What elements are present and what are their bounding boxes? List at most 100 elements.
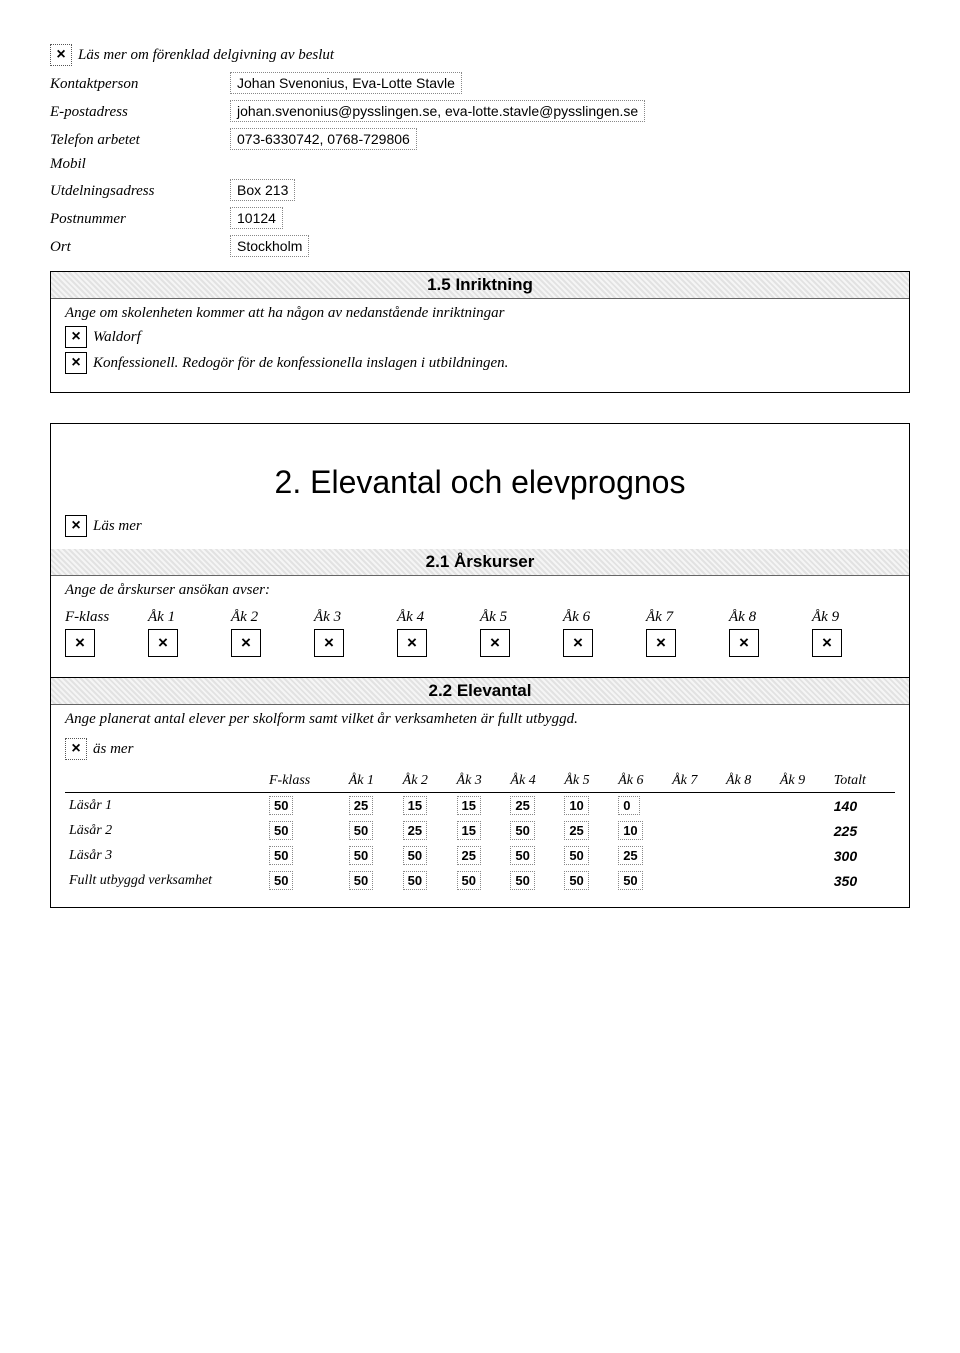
table-cell (776, 793, 830, 819)
cell-value[interactable]: 25 (403, 821, 427, 840)
lasmer-s2: × Läs mer (65, 515, 895, 537)
epost-value[interactable]: johan.svenonius@pysslingen.se, eva-lotte… (230, 100, 645, 122)
cell-value[interactable]: 50 (349, 846, 373, 865)
section-2-outer: 2. Elevantal och elevprognos × Läs mer 2… (50, 423, 910, 908)
field-kontaktperson: Kontaktperson Johan Svenonius, Eva-Lotte… (50, 72, 910, 94)
section-1-5-header: 1.5 Inriktning (51, 272, 909, 299)
table-cell: 15 (399, 793, 453, 819)
row-label: Läsår 2 (65, 818, 265, 843)
lasmer-delgivning: × Läs mer om förenklad delgivning av bes… (50, 44, 910, 66)
table-cell: 25 (345, 793, 399, 819)
table-row: Läsår 350505025505025300 (65, 843, 895, 868)
table-cell: 50 (345, 818, 399, 843)
top-block: × Läs mer om förenklad delgivning av bes… (50, 44, 910, 257)
cell-value[interactable]: 10 (564, 796, 588, 815)
row-total: 140 (830, 793, 895, 819)
telefon-label: Telefon arbetet (50, 132, 230, 149)
grade-checkbox[interactable]: × (231, 629, 261, 657)
utdelning-value[interactable]: Box 213 (230, 179, 295, 201)
table-cell (668, 793, 722, 819)
table-cell (722, 868, 776, 893)
cell-value[interactable]: 0 (618, 796, 640, 815)
grade-col: Åk 4× (397, 609, 480, 657)
cell-value[interactable]: 15 (403, 796, 427, 815)
grade-col: Åk 7× (646, 609, 729, 657)
row-total: 350 (830, 868, 895, 893)
checkbox-konfessionell[interactable]: × (65, 352, 87, 374)
grade-checkbox[interactable]: × (729, 629, 759, 657)
cell-value[interactable]: 50 (349, 821, 373, 840)
grade-checkbox[interactable]: × (148, 629, 178, 657)
cell-value[interactable]: 50 (510, 821, 534, 840)
cell-value[interactable]: 25 (564, 821, 588, 840)
table-cell (668, 818, 722, 843)
cell-value[interactable]: 50 (457, 871, 481, 890)
cell-value[interactable]: 50 (403, 871, 427, 890)
checkbox-lasmer-delgivning[interactable]: × (50, 44, 72, 66)
cell-value[interactable]: 50 (403, 846, 427, 865)
checkbox-waldorf[interactable]: × (65, 326, 87, 348)
table-cell: 25 (614, 843, 668, 868)
grade-checkbox[interactable]: × (397, 629, 427, 657)
table-cell: 25 (399, 818, 453, 843)
cell-value[interactable]: 25 (349, 796, 373, 815)
grade-checkbox[interactable]: × (812, 629, 842, 657)
table-header: Åk 3 (453, 770, 507, 793)
postnr-value[interactable]: 10124 (230, 207, 283, 229)
table-cell: 50 (560, 868, 614, 893)
lasmer-s22-label: äs mer (93, 741, 133, 758)
cell-value[interactable]: 50 (564, 871, 588, 890)
cell-value[interactable]: 10 (618, 821, 642, 840)
cell-value[interactable]: 15 (457, 821, 481, 840)
table-cell (776, 868, 830, 893)
cell-value[interactable]: 15 (457, 796, 481, 815)
grade-label: Åk 8 (729, 609, 812, 626)
grade-checkbox[interactable]: × (480, 629, 510, 657)
ort-value[interactable]: Stockholm (230, 235, 309, 257)
row-label: Fullt utbyggd verksamhet (65, 868, 265, 893)
grade-checkbox[interactable]: × (563, 629, 593, 657)
grade-checkbox[interactable]: × (65, 629, 95, 657)
checkbox-lasmer-s2[interactable]: × (65, 515, 87, 537)
cell-value[interactable]: 50 (269, 846, 293, 865)
grade-checkbox[interactable]: × (314, 629, 344, 657)
table-cell (722, 793, 776, 819)
telefon-value[interactable]: 073-6330742, 0768-729806 (230, 128, 417, 150)
mobil-label: Mobil (50, 156, 230, 173)
checkbox-lasmer-s22[interactable]: × (65, 738, 87, 760)
cell-value[interactable]: 50 (269, 796, 293, 815)
postnr-label: Postnummer (50, 211, 230, 228)
cell-value[interactable]: 50 (510, 871, 534, 890)
table-header: Åk 2 (399, 770, 453, 793)
grade-label: Åk 6 (563, 609, 646, 626)
grade-label: Åk 9 (812, 609, 895, 626)
cell-value[interactable]: 50 (510, 846, 534, 865)
table-cell: 50 (265, 868, 345, 893)
grade-col: F-klass× (65, 609, 148, 657)
row-total: 300 (830, 843, 895, 868)
section-2-2: 2.2 Elevantal Ange planerat antal elever… (51, 678, 909, 907)
table-cell: 50 (614, 868, 668, 893)
cell-value[interactable]: 50 (564, 846, 588, 865)
table-cell (668, 843, 722, 868)
grade-checkbox[interactable]: × (646, 629, 676, 657)
cell-value[interactable]: 25 (618, 846, 642, 865)
cell-value[interactable]: 50 (618, 871, 642, 890)
cell-value[interactable]: 50 (269, 871, 293, 890)
row-total: 225 (830, 818, 895, 843)
table-cell: 50 (345, 868, 399, 893)
field-epost: E-postadress johan.svenonius@pysslingen.… (50, 100, 910, 122)
utdelning-label: Utdelningsadress (50, 183, 230, 200)
section-1-5-intro: Ange om skolenheten kommer att ha någon … (65, 305, 895, 322)
cell-value[interactable]: 50 (349, 871, 373, 890)
cell-value[interactable]: 50 (269, 821, 293, 840)
cell-value[interactable]: 25 (510, 796, 534, 815)
kontaktperson-value[interactable]: Johan Svenonius, Eva-Lotte Stavle (230, 72, 462, 94)
cell-value[interactable]: 25 (457, 846, 481, 865)
table-cell: 50 (453, 868, 507, 893)
table-cell: 15 (453, 793, 507, 819)
grade-label: Åk 5 (480, 609, 563, 626)
table-cell: 10 (614, 818, 668, 843)
table-cell: 50 (399, 843, 453, 868)
table-cell: 25 (506, 793, 560, 819)
